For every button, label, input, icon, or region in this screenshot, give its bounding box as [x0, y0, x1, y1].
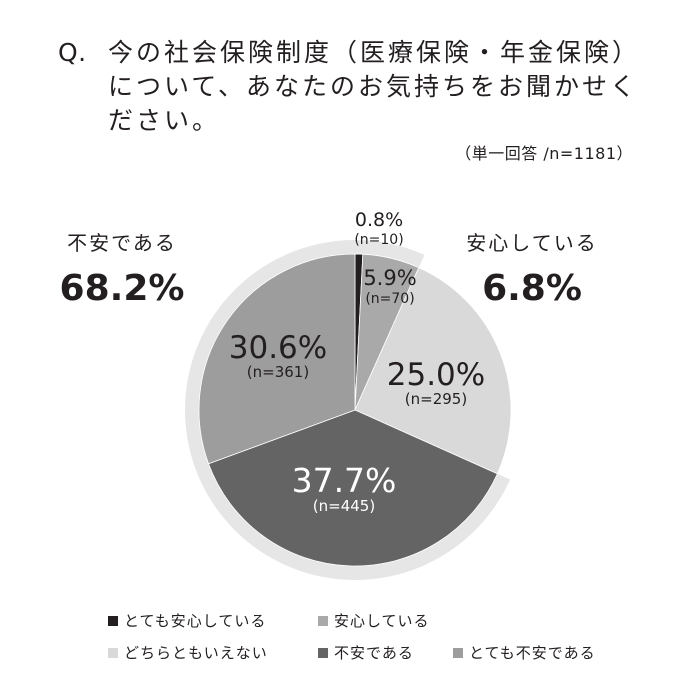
legend-swatch — [318, 647, 328, 658]
response-note: （単一回答 /n=1181） — [455, 144, 633, 163]
slice-percent-label: 25.0% — [387, 357, 485, 393]
legend-item: 不安である — [318, 642, 414, 663]
slice-n-label: (n=295) — [405, 390, 467, 408]
question-text: 今の社会保険制度（医療保険・年金保険）について、あなたのお気持ちをお聞かせくださ… — [108, 38, 641, 135]
pie-slice-anxious — [208, 409, 498, 567]
question-prefix: Q. — [58, 38, 87, 67]
legend-swatch — [108, 647, 118, 658]
legend-label: とても不安である — [469, 644, 596, 662]
pie-slice-very-anxious — [198, 253, 356, 465]
legend-swatch — [108, 615, 118, 626]
legend-item: とても不安である — [453, 642, 596, 663]
slice-n-label: (n=445) — [313, 497, 375, 515]
slice-percent-label: 37.7% — [292, 461, 397, 500]
slice-percent-label: 0.8% — [355, 209, 403, 231]
legend-item: 安心している — [318, 610, 430, 631]
group-label-anxious: 不安である — [67, 231, 177, 255]
legend-label: どちらともいえない — [124, 644, 268, 662]
group-label-secure: 安心している — [466, 231, 597, 255]
legend-label: 不安である — [334, 644, 414, 662]
slice-n-label: (n=70) — [365, 291, 414, 307]
legend-label: 安心している — [334, 612, 430, 630]
slice-percent-label: 5.9% — [363, 266, 416, 290]
legend-item: とても安心している — [108, 610, 266, 631]
slice-n-label: (n=361) — [247, 363, 309, 381]
legend-swatch — [318, 615, 328, 626]
group-value-secure: 6.8% — [482, 268, 582, 309]
slice-percent-label: 30.6% — [229, 330, 327, 366]
legend-item: どちらともいえない — [108, 642, 268, 663]
slice-n-label: (n=10) — [354, 232, 403, 248]
legend-label: とても安心している — [124, 612, 267, 630]
group-value-anxious: 68.2% — [60, 268, 185, 309]
legend-swatch — [453, 647, 463, 658]
pie-slice-neutral — [354, 267, 512, 475]
